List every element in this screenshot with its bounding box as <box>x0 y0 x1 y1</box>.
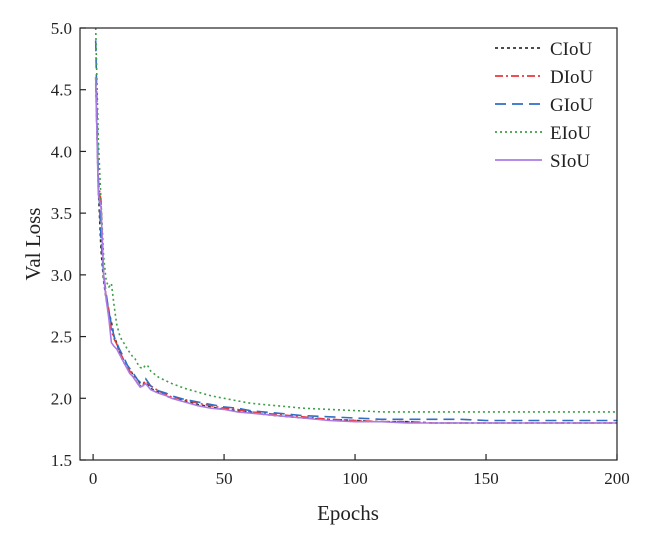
x-ticks: 0 50 100 150 200 <box>89 454 630 488</box>
y-tick-label: 4.0 <box>51 142 72 161</box>
x-tick-label: 150 <box>473 469 499 488</box>
y-tick-label: 3.5 <box>51 204 72 223</box>
series-line-ciou <box>94 77 617 424</box>
y-tick-label: 1.5 <box>51 451 72 470</box>
plot-frame <box>79 27 618 461</box>
x-tick-label: 0 <box>89 469 98 488</box>
legend-label-siou: SIoU <box>550 151 590 172</box>
series-line-eiou <box>94 27 617 413</box>
x-tick-label: 200 <box>604 469 630 488</box>
y-tick-label: 3.0 <box>51 266 72 285</box>
y-tick-label: 2.0 <box>51 389 72 408</box>
y-ticks: 1.5 2.0 2.5 3.0 3.5 4.0 4.5 5.0 <box>51 19 86 470</box>
series-line-siou <box>94 77 617 424</box>
x-tick-label: 100 <box>342 469 368 488</box>
legend: CIoU DIoU GIoU EIoU SIoU <box>495 39 594 172</box>
series-line-diou <box>94 83 617 424</box>
x-tick-label: 50 <box>216 469 233 488</box>
legend-label-giou: GIoU <box>550 95 594 116</box>
legend-label-ciou: CIoU <box>550 39 593 60</box>
legend-label-diou: DIoU <box>550 67 594 88</box>
x-axis-title: Epochs <box>317 501 379 525</box>
y-tick-label: 2.5 <box>51 328 72 347</box>
y-axis-title: Val Loss <box>21 208 45 281</box>
series-line-giou <box>94 40 617 422</box>
y-tick-label: 4.5 <box>51 81 72 100</box>
series-lines <box>94 27 617 424</box>
plot-area: 0 50 100 150 200 1.5 2.0 2.5 3.0 3.5 4.0 4.5 5.0 <box>51 19 630 488</box>
legend-label-eiou: EIoU <box>550 123 591 144</box>
y-tick-label: 5.0 <box>51 19 72 38</box>
